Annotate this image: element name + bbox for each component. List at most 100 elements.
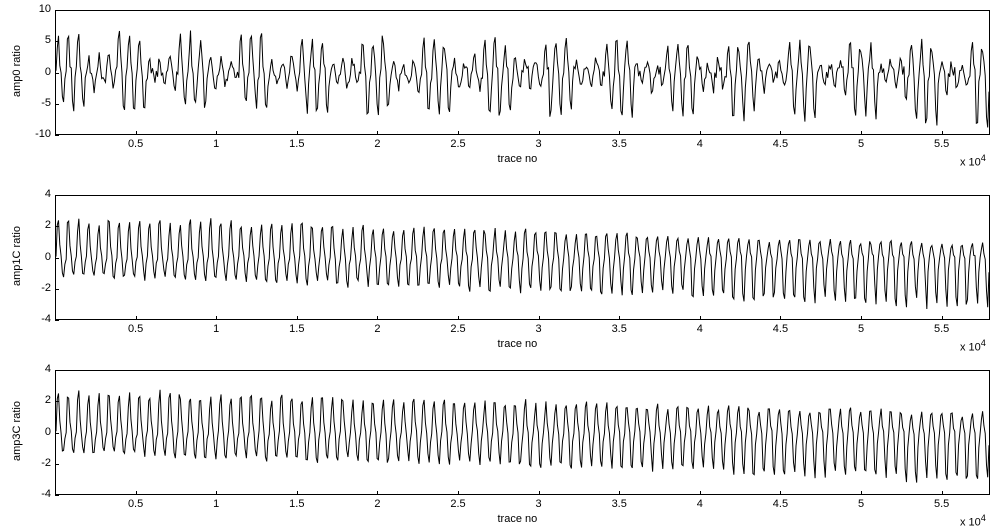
xtick-label: 3 xyxy=(527,498,551,510)
ytick-mark xyxy=(55,495,59,496)
xtick-mark xyxy=(780,491,781,495)
xtick-label: 0.5 xyxy=(124,498,148,510)
series-line xyxy=(56,196,989,319)
xtick-label: 2 xyxy=(365,138,389,150)
ytick-mark xyxy=(55,370,59,371)
ytick-mark xyxy=(55,195,59,196)
ytick-mark xyxy=(55,320,59,321)
xtick-mark xyxy=(942,491,943,495)
xtick-mark xyxy=(619,316,620,320)
ytick-mark xyxy=(55,289,59,290)
ytick-mark xyxy=(55,41,59,42)
ytick-label: 4 xyxy=(21,363,51,375)
ytick-mark xyxy=(55,135,59,136)
ytick-mark xyxy=(55,226,59,227)
ytick-label: 10 xyxy=(21,3,51,15)
plot-area-amp3c xyxy=(55,370,990,495)
xtick-mark xyxy=(377,491,378,495)
xtick-label: 4 xyxy=(688,498,712,510)
ytick-mark xyxy=(55,73,59,74)
xtick-label: 1 xyxy=(204,138,228,150)
xtick-mark xyxy=(539,491,540,495)
xtick-label: 0.5 xyxy=(124,138,148,150)
xtick-label: 3.5 xyxy=(607,138,631,150)
xtick-label: 5.5 xyxy=(930,138,954,150)
xtick-mark xyxy=(861,316,862,320)
ytick-label: 2 xyxy=(21,219,51,231)
xtick-label: 5 xyxy=(849,323,873,335)
xtick-mark xyxy=(297,131,298,135)
xtick-label: 5.5 xyxy=(930,323,954,335)
xtick-mark xyxy=(458,491,459,495)
xtick-label: 1.5 xyxy=(285,498,309,510)
xtick-label: 3.5 xyxy=(607,498,631,510)
ytick-label: -10 xyxy=(21,128,51,140)
xtick-mark xyxy=(539,316,540,320)
xtick-label: 2.5 xyxy=(446,323,470,335)
xtick-mark xyxy=(216,131,217,135)
xtick-mark xyxy=(458,316,459,320)
xtick-label: 3 xyxy=(527,138,551,150)
ytick-label: 2 xyxy=(21,394,51,406)
xtick-mark xyxy=(297,491,298,495)
ytick-label: 0 xyxy=(21,426,51,438)
xtick-label: 3.5 xyxy=(607,323,631,335)
plot-area-amp1c xyxy=(55,195,990,320)
xtick-mark xyxy=(216,491,217,495)
series-line xyxy=(56,371,989,494)
xtick-mark xyxy=(136,316,137,320)
xtick-label: 4 xyxy=(688,138,712,150)
ytick-label: 4 xyxy=(21,188,51,200)
xtick-label: 1 xyxy=(204,323,228,335)
xtick-label: 1.5 xyxy=(285,323,309,335)
xtick-mark xyxy=(216,316,217,320)
ytick-mark xyxy=(55,104,59,105)
ytick-mark xyxy=(55,10,59,11)
ytick-label: -5 xyxy=(21,97,51,109)
xtick-mark xyxy=(861,131,862,135)
ytick-mark xyxy=(55,433,59,434)
xtick-mark xyxy=(700,491,701,495)
xtick-mark xyxy=(377,316,378,320)
exponent-amp1c: x 104 xyxy=(960,338,986,354)
xtick-mark xyxy=(136,131,137,135)
xtick-mark xyxy=(780,316,781,320)
xtick-label: 0.5 xyxy=(124,323,148,335)
xtick-label: 4 xyxy=(688,323,712,335)
xtick-mark xyxy=(700,316,701,320)
xtick-label: 4.5 xyxy=(768,323,792,335)
ytick-label: -4 xyxy=(21,488,51,500)
xtick-mark xyxy=(297,316,298,320)
xtick-label: 5 xyxy=(849,138,873,150)
xtick-label: 2 xyxy=(365,323,389,335)
xtick-mark xyxy=(700,131,701,135)
ytick-label: -4 xyxy=(21,313,51,325)
xtick-mark xyxy=(458,131,459,135)
xtick-label: 1 xyxy=(204,498,228,510)
ytick-mark xyxy=(55,401,59,402)
xtick-mark xyxy=(136,491,137,495)
xtick-mark xyxy=(942,131,943,135)
xtick-label: 1.5 xyxy=(285,138,309,150)
subplot-amp3c: amp3C ratio trace no x 104 xyxy=(0,0,1000,180)
ytick-label: 0 xyxy=(21,251,51,263)
xtick-mark xyxy=(619,131,620,135)
ytick-label: 0 xyxy=(21,66,51,78)
xtick-mark xyxy=(861,491,862,495)
xtick-label: 2.5 xyxy=(446,138,470,150)
ytick-label: -2 xyxy=(21,457,51,469)
xtick-label: 2.5 xyxy=(446,498,470,510)
xtick-mark xyxy=(942,316,943,320)
exponent-amp3c: x 104 xyxy=(960,513,986,529)
xtick-mark xyxy=(377,131,378,135)
ytick-label: 5 xyxy=(21,34,51,46)
ytick-label: -2 xyxy=(21,282,51,294)
xtick-label: 5.5 xyxy=(930,498,954,510)
xtick-mark xyxy=(619,491,620,495)
ytick-mark xyxy=(55,258,59,259)
ytick-mark xyxy=(55,464,59,465)
xtick-label: 4.5 xyxy=(768,138,792,150)
xlabel-amp1c: trace no xyxy=(498,338,538,350)
xtick-mark xyxy=(780,131,781,135)
xtick-mark xyxy=(539,131,540,135)
